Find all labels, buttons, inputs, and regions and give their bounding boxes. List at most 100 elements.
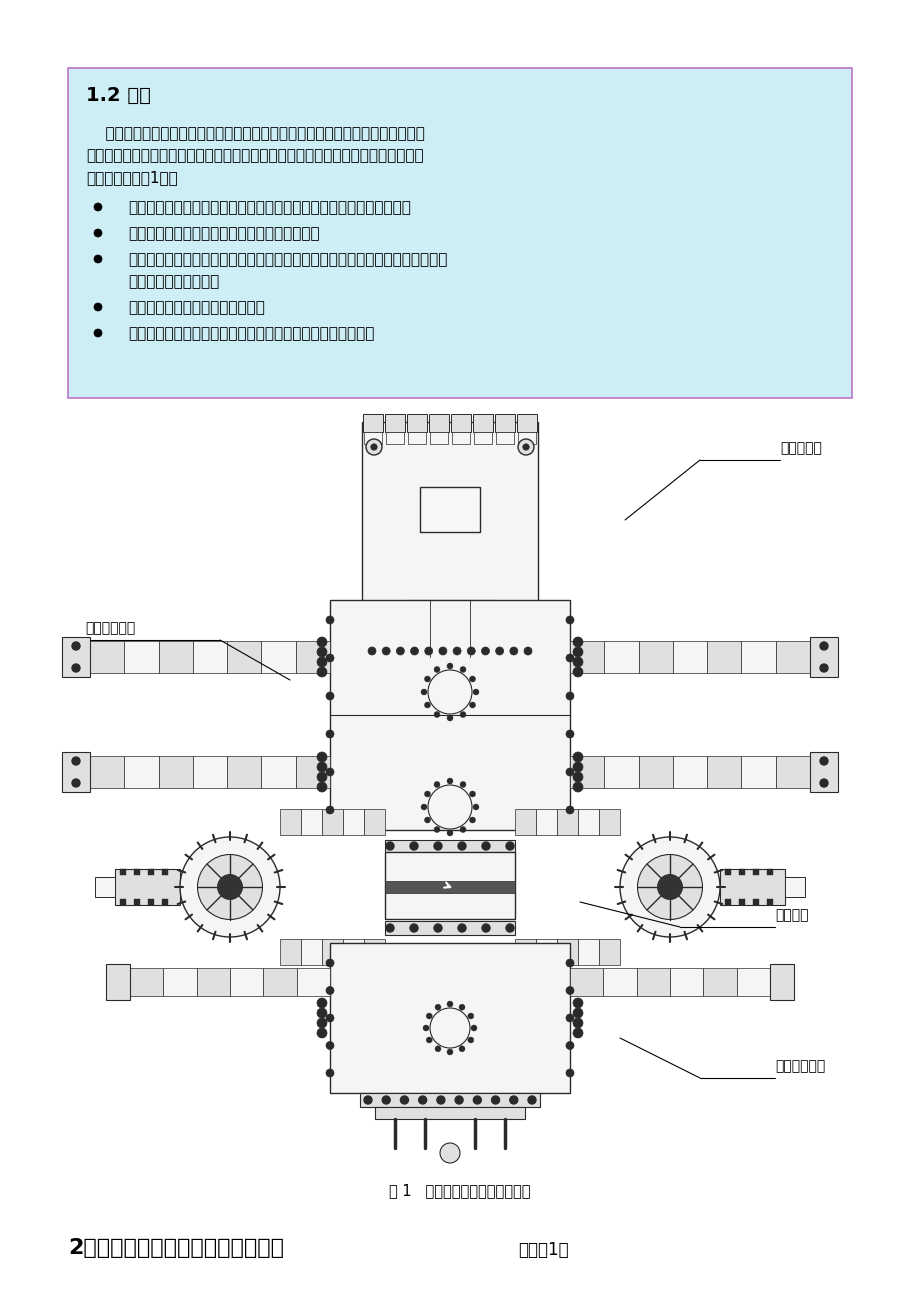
Bar [375, 1107, 525, 1118]
Bar [371, 637, 528, 646]
Bar [702, 967, 736, 996]
Circle shape [459, 1046, 464, 1052]
Circle shape [469, 792, 475, 797]
Text: 必要时，管子闸板可以悬挂钻具。: 必要时，管子闸板可以悬挂钻具。 [128, 299, 265, 315]
Circle shape [418, 1096, 426, 1104]
Bar [752, 898, 758, 905]
Circle shape [619, 837, 720, 937]
Circle shape [573, 1029, 583, 1038]
Bar [162, 898, 168, 905]
Bar [193, 641, 227, 673]
Text: 单闸板防喷器: 单闸板防喷器 [774, 1059, 824, 1073]
Circle shape [94, 229, 102, 237]
Bar [536, 809, 556, 835]
Circle shape [325, 987, 334, 995]
Circle shape [505, 924, 514, 932]
Bar [495, 432, 514, 444]
Circle shape [467, 1036, 473, 1043]
Bar [279, 939, 301, 965]
Bar [636, 967, 669, 996]
Circle shape [325, 960, 334, 967]
Bar [603, 967, 636, 996]
Bar [556, 809, 577, 835]
Circle shape [819, 642, 827, 650]
Circle shape [317, 1018, 326, 1029]
Circle shape [472, 805, 479, 810]
Circle shape [467, 647, 475, 655]
Circle shape [317, 999, 326, 1008]
Circle shape [434, 924, 441, 932]
Circle shape [434, 827, 439, 832]
Circle shape [94, 203, 102, 211]
Circle shape [317, 783, 326, 792]
Circle shape [447, 829, 452, 836]
Bar [809, 753, 837, 792]
Circle shape [573, 667, 583, 677]
Circle shape [522, 444, 528, 450]
Text: 2．闸板防喷器规格及主要技术参数: 2．闸板防喷器规格及主要技术参数 [68, 1238, 284, 1258]
Text: 当井内有管柱时，配上相应管子闸板能封闭套管与管柱间的环行空间；: 当井内有管柱时，配上相应管子闸板能封闭套管与管柱间的环行空间； [128, 201, 411, 215]
Bar [517, 432, 536, 444]
Bar [429, 432, 448, 444]
Circle shape [482, 842, 490, 850]
Circle shape [325, 691, 334, 700]
Text: 双闸板防喷器: 双闸板防喷器 [85, 621, 135, 635]
Circle shape [565, 730, 573, 738]
Circle shape [481, 647, 489, 655]
Bar [364, 809, 384, 835]
Bar [570, 641, 604, 673]
Bar [741, 756, 775, 788]
Bar [638, 756, 672, 788]
Bar [604, 641, 638, 673]
Circle shape [573, 1018, 583, 1029]
Bar [322, 809, 343, 835]
Bar [472, 414, 493, 432]
Circle shape [565, 768, 573, 776]
Bar [364, 939, 384, 965]
Circle shape [325, 730, 334, 738]
Bar [672, 641, 707, 673]
Bar [230, 967, 263, 996]
Circle shape [325, 654, 334, 661]
Circle shape [565, 654, 573, 661]
Circle shape [72, 756, 80, 766]
Circle shape [317, 667, 326, 677]
Bar [809, 637, 837, 677]
Circle shape [325, 616, 334, 624]
Circle shape [72, 779, 80, 786]
Circle shape [573, 999, 583, 1008]
Bar [134, 868, 140, 875]
Circle shape [460, 667, 466, 673]
Circle shape [381, 1096, 390, 1104]
Circle shape [325, 1069, 334, 1077]
Circle shape [434, 781, 439, 788]
Circle shape [425, 1036, 432, 1043]
Bar [570, 967, 603, 996]
Bar [720, 868, 784, 905]
Circle shape [410, 924, 417, 932]
Bar [384, 921, 515, 935]
Bar [638, 641, 672, 673]
Circle shape [495, 647, 503, 655]
Bar [707, 756, 741, 788]
Bar [669, 967, 702, 996]
Circle shape [400, 1096, 408, 1104]
Circle shape [573, 772, 583, 783]
Circle shape [460, 711, 466, 717]
Circle shape [325, 806, 334, 814]
Bar [736, 967, 769, 996]
Bar [515, 809, 536, 835]
Circle shape [565, 1069, 573, 1077]
Bar [62, 637, 90, 677]
Bar [296, 967, 330, 996]
Circle shape [573, 647, 583, 658]
Bar [330, 600, 570, 829]
Circle shape [424, 676, 430, 682]
Circle shape [657, 875, 682, 900]
Text: 井、试油等作业中控制井口压力，有效地防止井喷事故发生，实现安全施工。能完成: 井、试油等作业中控制井口压力，有效地防止井喷事故发生，实现安全施工。能完成 [85, 148, 423, 163]
Bar [197, 967, 230, 996]
Bar [162, 868, 168, 875]
Circle shape [72, 642, 80, 650]
Bar [90, 641, 124, 673]
Bar [361, 422, 538, 617]
